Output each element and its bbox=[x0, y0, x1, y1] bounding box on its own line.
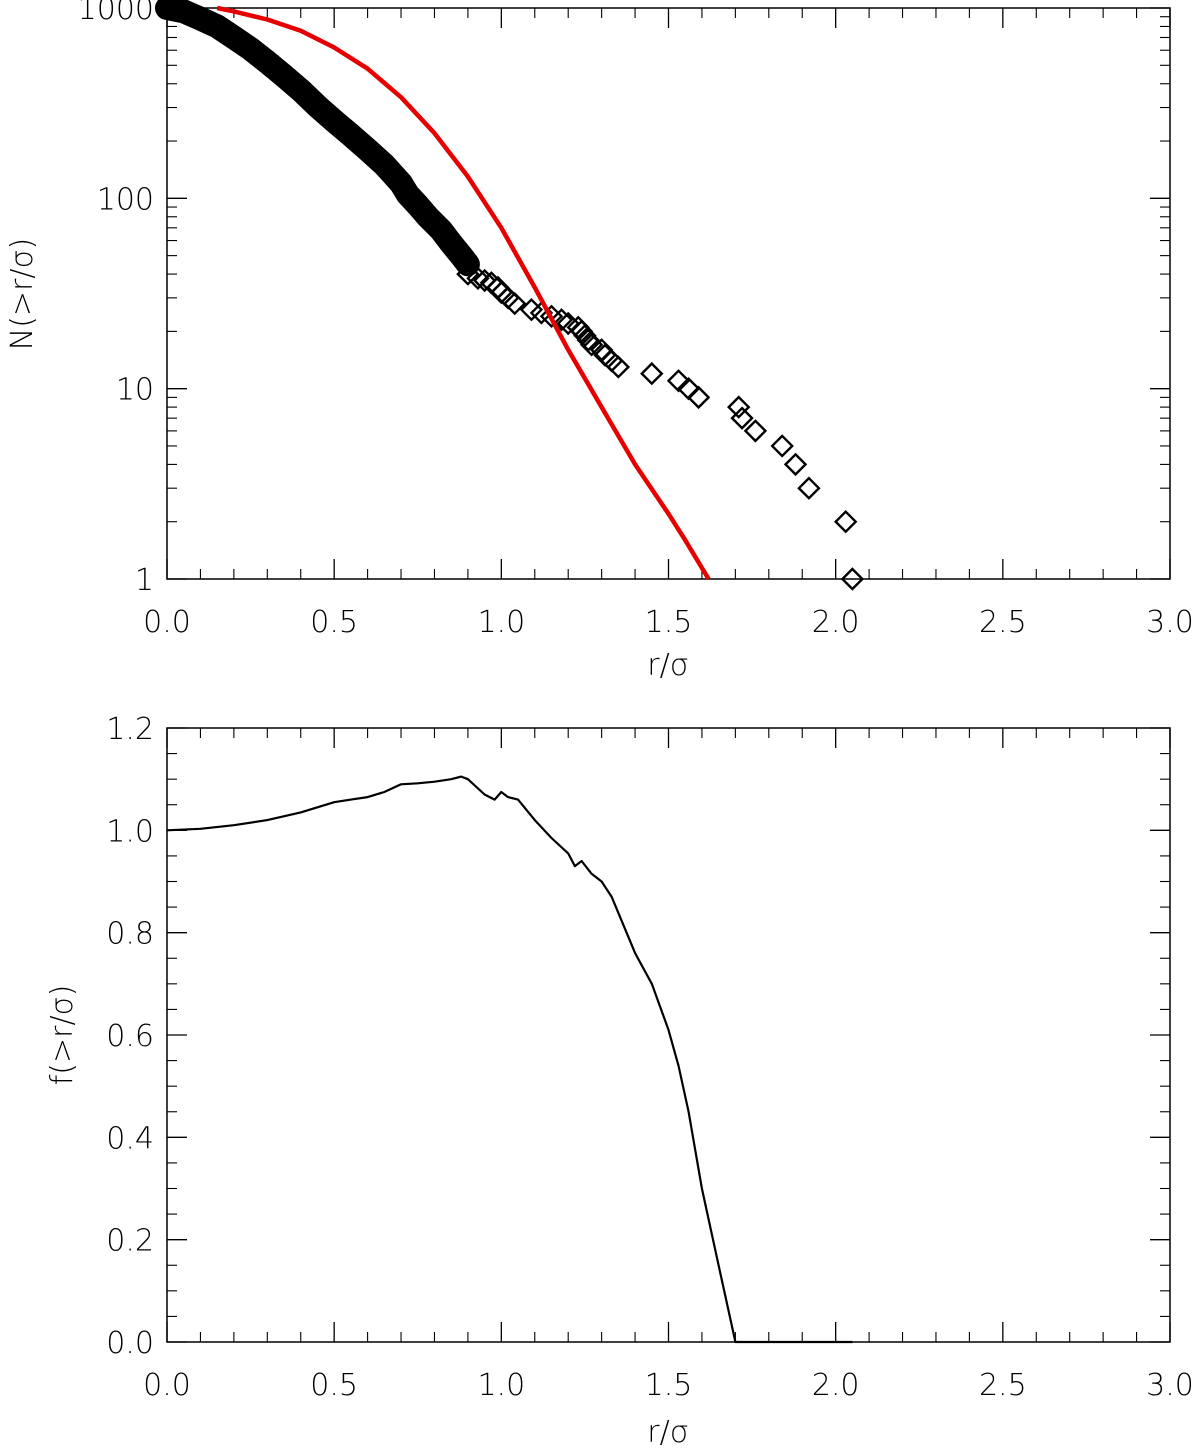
bottom-data-marks bbox=[166, 775, 853, 1344]
top-diamond-marker bbox=[666, 369, 691, 393]
bottom-x-tick-label: 2.0 bbox=[812, 1368, 860, 1403]
top-x-axis-ticks: 0.0 0.5 1.0 1.5 2.0 2.5 3.0 bbox=[143, 8, 1194, 640]
top-x-tick-label: 3.0 bbox=[1146, 605, 1194, 640]
top-x-tick-label: 1.0 bbox=[477, 605, 525, 640]
bottom-x-tick-label: 1.5 bbox=[645, 1368, 693, 1403]
top-x-axis-title: r/σ bbox=[647, 648, 688, 683]
top-diamond-marker bbox=[640, 361, 664, 386]
bottom-y-tick-label: 0.4 bbox=[106, 1121, 154, 1156]
top-diamond-marker bbox=[579, 333, 604, 357]
top-panel-cumulative-counts: 0.0 0.5 1.0 1.5 2.0 2.5 3.0 1 10 100 1000 r/σ N(>… bbox=[5, 0, 1194, 683]
bottom-x-axis-ticks: 0.0 0.5 1.0 1.5 2.0 2.5 3.0 bbox=[143, 728, 1194, 1403]
bottom-y-tick-label: 0.0 bbox=[106, 1326, 154, 1361]
top-x-tick-label: 0.0 bbox=[143, 605, 191, 640]
bottom-series-line-0 bbox=[166, 775, 853, 1344]
bottom-x-tick-label: 2.5 bbox=[979, 1368, 1027, 1403]
bottom-y-axis-title: f(>r/σ) bbox=[45, 985, 80, 1086]
top-x-tick-label: 0.5 bbox=[310, 605, 358, 640]
top-diamond-marker bbox=[797, 476, 821, 500]
bottom-y-axis-ticks: 0.0 0.2 0.4 0.6 0.8 1.0 1.2 bbox=[106, 712, 1170, 1361]
bottom-plot-frame bbox=[166, 727, 1171, 1343]
top-diamond-marker bbox=[606, 355, 631, 379]
top-diamond-marker bbox=[686, 385, 711, 410]
top-y-axis-ticks: 1 10 100 1000 bbox=[78, 0, 1170, 598]
top-x-tick-label: 1.5 bbox=[645, 605, 693, 640]
top-diamond-marker bbox=[472, 268, 497, 293]
bottom-panel-fraction: 0.0 0.5 1.0 1.5 2.0 2.5 3.0 0.0 0.2 0.4 0.6 0.8 1.0… bbox=[45, 712, 1194, 1450]
top-diamond-marker bbox=[727, 395, 751, 419]
top-y-tick-label: 100 bbox=[97, 182, 154, 217]
top-series-line-1 bbox=[216, 5, 711, 581]
bottom-y-tick-label: 0.6 bbox=[106, 1019, 154, 1054]
top-diamond-marker bbox=[770, 434, 794, 458]
bottom-x-tick-label: 0.0 bbox=[143, 1368, 191, 1403]
bottom-y-tick-label: 1.0 bbox=[106, 814, 154, 849]
top-y-axis-title: N(>r/σ) bbox=[5, 238, 40, 350]
bottom-y-tick-label: 1.2 bbox=[106, 712, 154, 747]
bottom-x-tick-label: 0.5 bbox=[310, 1368, 358, 1403]
top-x-tick-label: 2.5 bbox=[979, 605, 1027, 640]
top-diamond-marker bbox=[840, 567, 865, 591]
bottom-y-tick-label: 0.2 bbox=[106, 1224, 154, 1259]
top-x-tick-label: 2.0 bbox=[812, 605, 860, 640]
top-y-tick-label: 1 bbox=[135, 563, 154, 598]
bottom-x-axis-title: r/σ bbox=[647, 1415, 688, 1450]
top-diamond-marker bbox=[466, 266, 490, 291]
top-diamond-marker bbox=[730, 406, 754, 430]
top-diamond-marker bbox=[503, 291, 527, 316]
top-diamond-marker bbox=[599, 349, 624, 373]
bottom-x-tick-label: 3.0 bbox=[1146, 1368, 1194, 1403]
top-diamond-marker bbox=[743, 419, 768, 443]
top-diamond-marker bbox=[783, 452, 808, 477]
bottom-x-tick-label: 1.0 bbox=[477, 1368, 525, 1403]
top-y-tick-label: 10 bbox=[116, 373, 154, 408]
top-diamond-marker bbox=[549, 308, 574, 332]
top-diamond-marker bbox=[833, 510, 858, 534]
top-y-tick-label: 1000 bbox=[78, 0, 154, 27]
top-data-marks bbox=[155, 0, 865, 591]
bottom-y-tick-label: 0.8 bbox=[106, 917, 154, 952]
top-dense-marker-band bbox=[155, 0, 480, 277]
